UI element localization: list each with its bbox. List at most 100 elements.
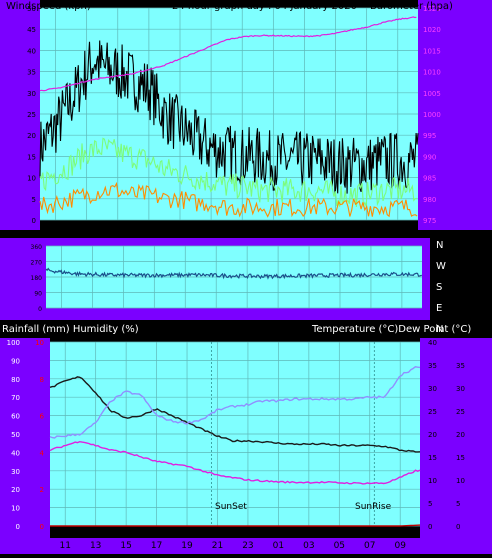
- wind-right-axis-label: Barometer (hpa): [370, 1, 453, 12]
- dewpoint-tick-label: 0: [456, 523, 460, 531]
- wind-x-tick-label: 15: [112, 231, 123, 241]
- humidity-tick-label: 0: [16, 523, 20, 531]
- wind-x-tick-label: 05: [330, 231, 341, 241]
- temp-right-axis-label: Temperature (°C)Dew Point (°C): [311, 324, 471, 335]
- wind-left-tick-label: 10: [27, 175, 36, 183]
- wind-left-tick-label: 45: [27, 26, 36, 34]
- wind-right-tick-label: 1005: [423, 90, 441, 98]
- wind-right-tick-label: 985: [423, 175, 436, 183]
- wind-right-tick-label: 1025: [423, 5, 441, 13]
- temp-x-tick-label: 03: [303, 541, 314, 551]
- dewpoint-tick-label: 10: [456, 477, 465, 485]
- wind-x-tick-label: 19: [174, 231, 186, 241]
- wind-left-tick-label: 40: [27, 47, 36, 55]
- wind-x-tick-label: 09: [392, 231, 404, 241]
- wind-right-tick-label: 1015: [423, 47, 441, 55]
- wind-x-tick-label: 17: [143, 231, 154, 241]
- direction-tick-label: 360: [31, 244, 43, 251]
- temp-right-axis-panel: [420, 338, 492, 554]
- temp-x-tick-label: 23: [242, 541, 253, 551]
- dewpoint-tick-label: 25: [456, 408, 465, 416]
- wind-left-tick-label: 50: [27, 5, 36, 13]
- humidity-tick-label: 100: [7, 339, 20, 347]
- humidity-tick-label: 40: [11, 449, 20, 457]
- temp-x-tick-label: 19: [181, 541, 193, 551]
- rain-tick-label: 4: [40, 449, 45, 457]
- humidity-tick-label: 70: [11, 394, 20, 402]
- compass-label: N: [436, 240, 443, 251]
- temp-x-tick-label: 21: [212, 541, 223, 551]
- temp-x-tick-label: 05: [334, 541, 345, 551]
- wind-left-tick-label: 30: [27, 90, 36, 98]
- wind-left-tick-label: 5: [32, 196, 36, 204]
- wind-left-axis-label: Windspeed (kph): [6, 1, 91, 12]
- temperature-tick-label: 40: [428, 339, 437, 347]
- wind-right-axis-panel: [418, 0, 492, 230]
- compass-label: E: [436, 303, 442, 314]
- rain-tick-label: 0: [40, 523, 44, 531]
- temperature-tick-label: 20: [428, 431, 437, 439]
- wind-x-tick-label: 21: [205, 231, 216, 241]
- wind-right-tick-label: 975: [423, 217, 436, 225]
- direction-tick-label: 180: [31, 275, 43, 282]
- chart-title: 24 hour graph day : 04 January 2020: [172, 1, 357, 12]
- dewpoint-tick-label: 35: [456, 362, 465, 370]
- series-line-wind_avg: [39, 137, 417, 208]
- humidity-tick-label: 30: [11, 468, 20, 476]
- wind-x-tick-label: 01: [268, 231, 279, 241]
- humidity-tick-label: 50: [11, 431, 20, 439]
- series-line-dewpoint: [49, 440, 421, 485]
- temp-x-tick-label: 13: [90, 541, 101, 551]
- wind-left-tick-label: 0: [32, 217, 36, 225]
- sunrise-label: SunRise: [355, 502, 392, 512]
- series-line-wind_min: [39, 181, 418, 218]
- temp-x-tick-label: 01: [273, 541, 284, 551]
- temperature-tick-label: 25: [428, 408, 437, 416]
- sunset-label: SunSet: [215, 502, 247, 512]
- humidity-tick-label: 20: [11, 486, 20, 494]
- wind-right-tick-label: 995: [423, 132, 436, 140]
- compass-label: W: [436, 261, 446, 272]
- wind-right-tick-label: 1020: [423, 26, 441, 34]
- temp-left-axis-label: Rainfall (mm) Humidity (%): [2, 324, 139, 335]
- dewpoint-tick-label: 5: [456, 500, 460, 508]
- temp-x-tick-label: 09: [394, 541, 406, 551]
- wind-x-tick-label: 03: [299, 231, 310, 241]
- humidity-tick-label: 60: [11, 413, 20, 421]
- wind-x-tick-label: 11: [50, 231, 61, 241]
- compass-label: N: [436, 324, 443, 335]
- temperature-tick-label: 30: [428, 385, 437, 393]
- rain-tick-label: 2: [40, 486, 44, 494]
- wind-x-tick-label: 07: [361, 231, 372, 241]
- dewpoint-tick-label: 30: [456, 385, 465, 393]
- wind-left-axis-panel: [0, 0, 40, 230]
- temp-x-tick-label: 11: [59, 541, 70, 551]
- temperature-tick-label: 5: [428, 500, 432, 508]
- dewpoint-tick-label: 20: [456, 431, 465, 439]
- series-line-barometer: [39, 16, 417, 92]
- temperature-tick-label: 35: [428, 362, 437, 370]
- humidity-tick-label: 10: [11, 505, 20, 513]
- wind-right-tick-label: 980: [423, 196, 436, 204]
- wind-left-tick-label: 15: [27, 153, 36, 161]
- direction-tick-label: 270: [31, 260, 43, 267]
- series-line-direction: [45, 267, 422, 280]
- humidity-tick-label: 80: [11, 376, 20, 384]
- temperature-tick-label: 10: [428, 477, 437, 485]
- wind-right-tick-label: 1000: [423, 111, 441, 119]
- temp-left-axis-panel: [0, 338, 50, 554]
- temp-x-tick-label: 15: [120, 541, 131, 551]
- rain-tick-label: 6: [40, 413, 45, 421]
- compass-label: S: [436, 282, 442, 293]
- temperature-tick-label: 15: [428, 454, 437, 462]
- wind-right-tick-label: 1010: [423, 69, 441, 77]
- wind-left-tick-label: 20: [27, 132, 36, 140]
- wind-left-tick-label: 25: [27, 111, 36, 119]
- temp-x-tick-label: 07: [364, 541, 375, 551]
- series-line-wind_gust: [39, 40, 419, 195]
- wind-left-tick-label: 35: [27, 69, 36, 77]
- direction-tick-label: 0: [38, 306, 42, 313]
- temp-x-tick-label: 17: [151, 541, 162, 551]
